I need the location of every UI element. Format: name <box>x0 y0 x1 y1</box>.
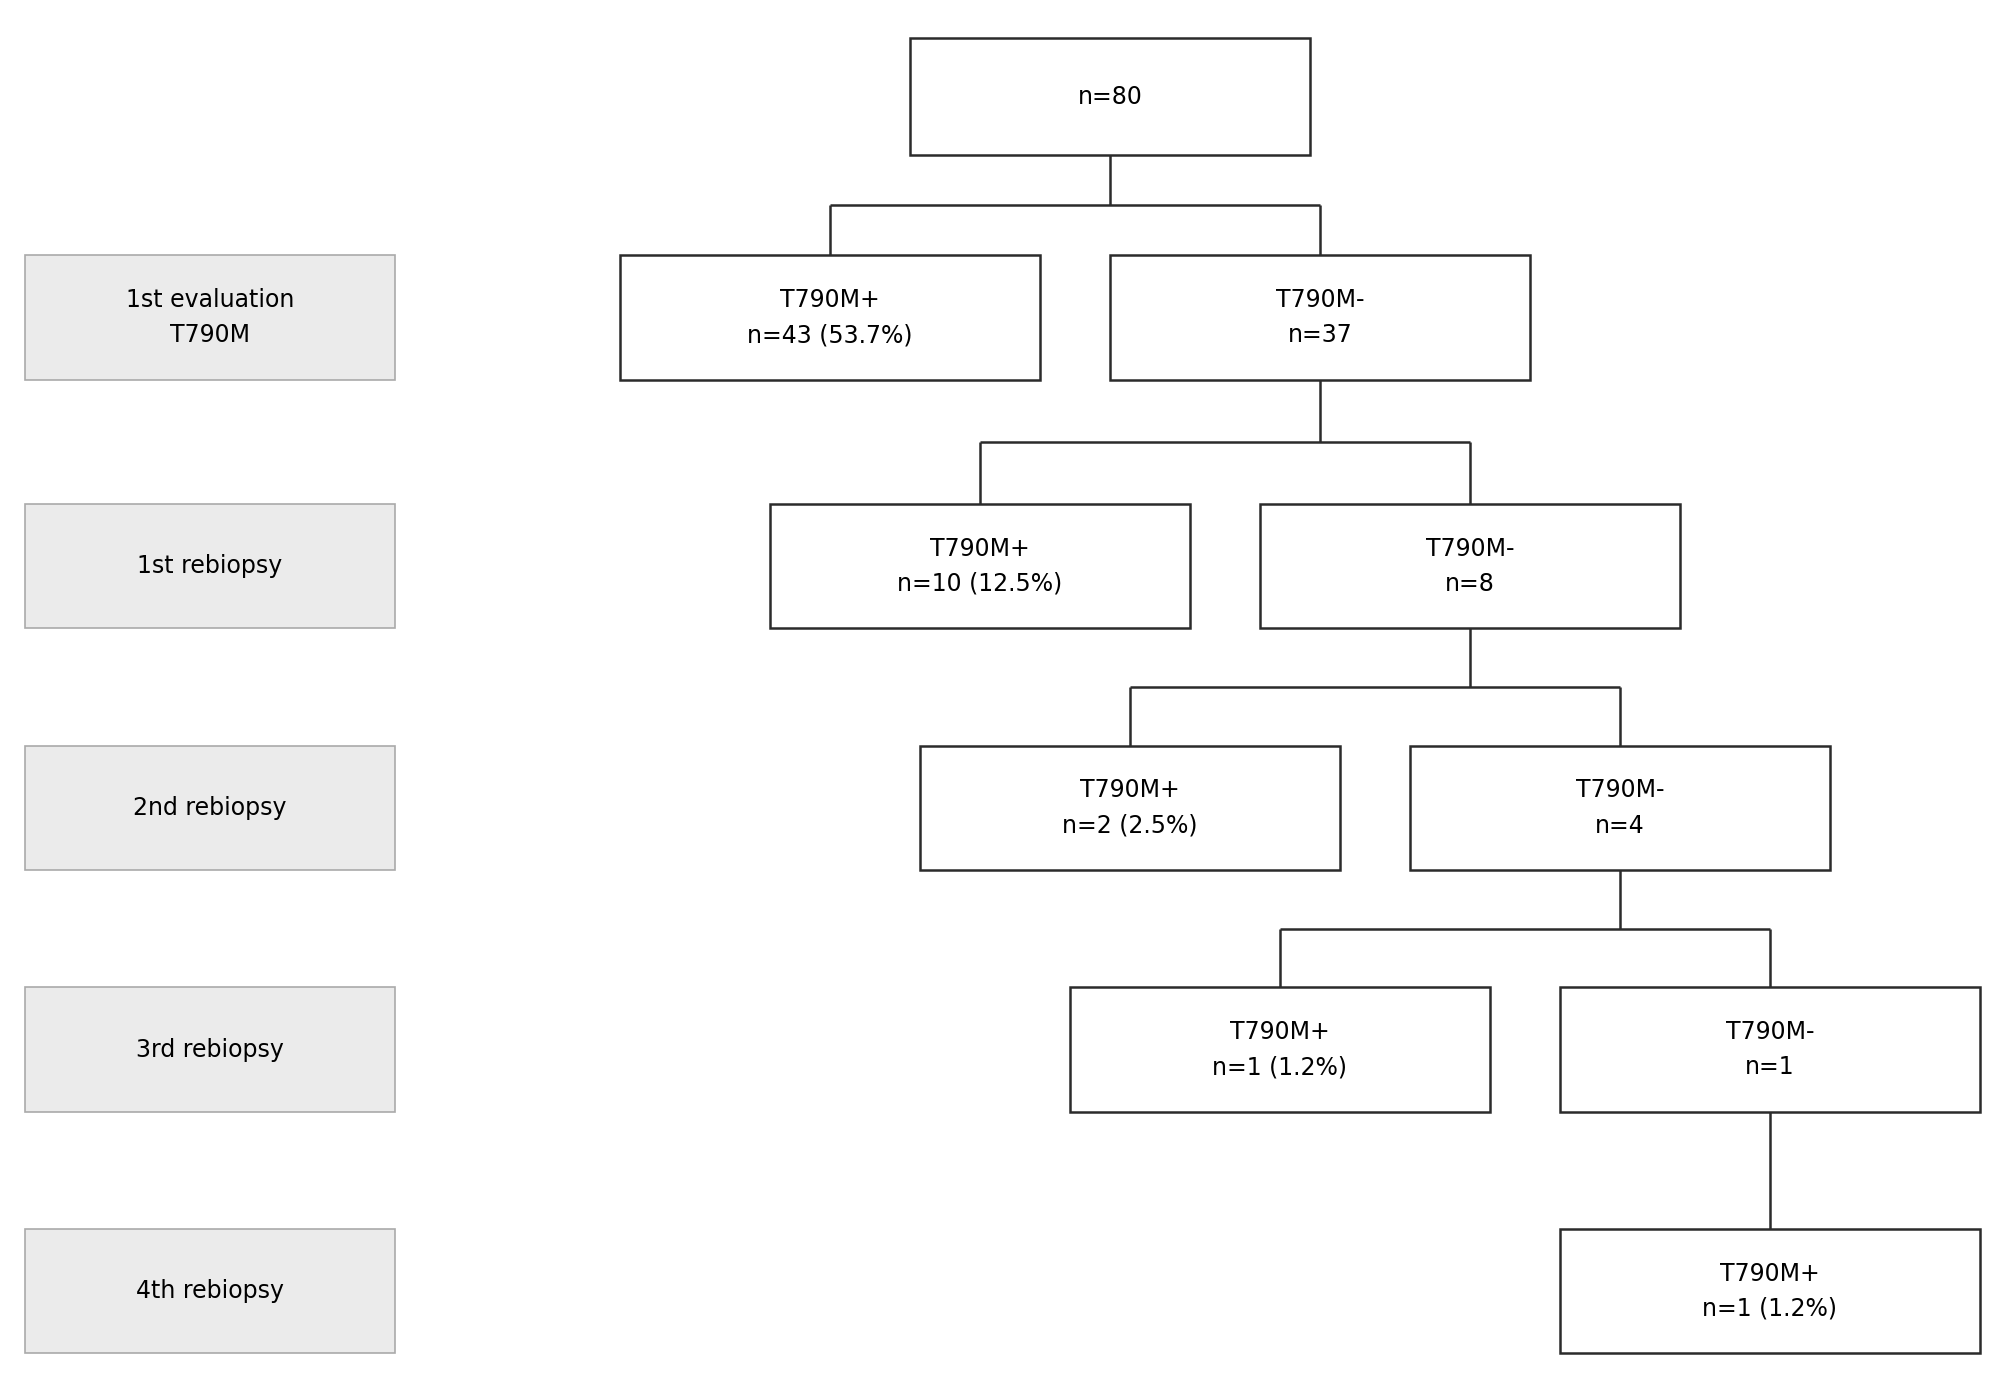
Text: n=80: n=80 <box>1078 84 1142 109</box>
FancyBboxPatch shape <box>24 255 396 380</box>
Text: 3rd rebiopsy: 3rd rebiopsy <box>136 1037 284 1062</box>
FancyBboxPatch shape <box>1560 987 1980 1112</box>
FancyBboxPatch shape <box>1410 746 1830 870</box>
FancyBboxPatch shape <box>1110 255 1530 380</box>
Text: T790M-
n=1: T790M- n=1 <box>1726 1019 1814 1080</box>
FancyBboxPatch shape <box>770 504 1190 628</box>
FancyBboxPatch shape <box>1070 987 1490 1112</box>
Text: T790M+
n=10 (12.5%): T790M+ n=10 (12.5%) <box>898 536 1062 597</box>
Text: T790M-
n=8: T790M- n=8 <box>1426 536 1514 597</box>
Text: T790M-
n=37: T790M- n=37 <box>1276 287 1364 348</box>
Text: 1st rebiopsy: 1st rebiopsy <box>138 554 282 579</box>
FancyBboxPatch shape <box>24 746 396 870</box>
FancyBboxPatch shape <box>1260 504 1680 628</box>
FancyBboxPatch shape <box>1560 1229 1980 1353</box>
FancyBboxPatch shape <box>24 987 396 1112</box>
Text: T790M+
n=1 (1.2%): T790M+ n=1 (1.2%) <box>1212 1019 1348 1080</box>
FancyBboxPatch shape <box>24 504 396 628</box>
FancyBboxPatch shape <box>910 39 1310 156</box>
Text: 1st evaluation
T790M: 1st evaluation T790M <box>126 287 294 348</box>
Text: T790M+
n=2 (2.5%): T790M+ n=2 (2.5%) <box>1062 778 1198 838</box>
FancyBboxPatch shape <box>920 746 1340 870</box>
FancyBboxPatch shape <box>620 255 1040 380</box>
Text: T790M+
n=1 (1.2%): T790M+ n=1 (1.2%) <box>1702 1261 1838 1322</box>
Text: T790M+
n=43 (53.7%): T790M+ n=43 (53.7%) <box>748 287 912 348</box>
Text: T790M-
n=4: T790M- n=4 <box>1576 778 1664 838</box>
FancyBboxPatch shape <box>24 1229 396 1353</box>
Text: 2nd rebiopsy: 2nd rebiopsy <box>134 795 286 820</box>
Text: 4th rebiopsy: 4th rebiopsy <box>136 1279 284 1304</box>
